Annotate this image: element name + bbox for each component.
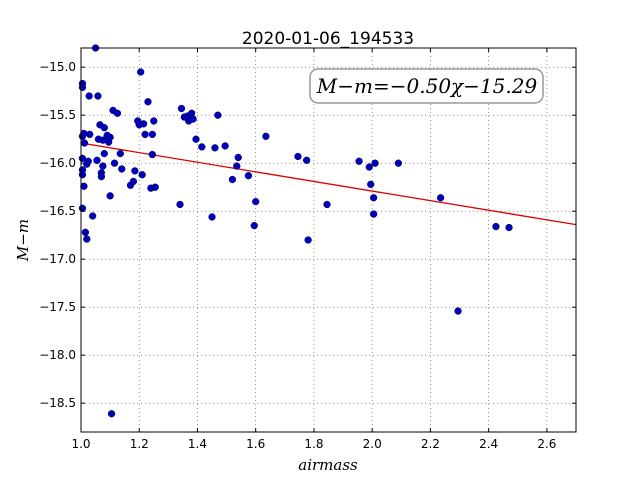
data-point [94,92,102,100]
data-point [192,135,200,143]
x-tick-label: 2.6 [537,437,556,451]
data-point [233,162,241,170]
fit-equation-label: M−m=−0.50χ−15.29 [316,74,538,98]
x-tick-label: 2.4 [479,437,498,451]
data-point [113,109,122,117]
x-tick-label: 1.0 [71,437,90,451]
data-point [86,130,94,139]
data-point [367,180,375,188]
data-point [93,156,101,164]
data-point [106,192,114,200]
data-point [106,133,114,141]
fit-line-group [80,142,577,226]
data-point [208,213,216,221]
data-point [304,236,312,244]
data-point [138,171,146,179]
y-tick-label: −15.5 [39,108,76,122]
x-tick-label: 2.2 [421,437,440,451]
y-tick-label: −18.5 [39,396,76,410]
y-tick-label: −16.0 [39,156,76,170]
x-tick-label: 1.2 [130,437,149,451]
data-point [492,222,500,231]
data-point [80,139,89,147]
data-point [100,149,108,158]
data-point [369,210,378,218]
data-point [144,98,152,106]
data-point [110,159,119,167]
data-point [177,104,186,113]
x-tick-label: 1.6 [246,437,265,451]
y-tick-label: −17.0 [39,252,76,266]
data-point [85,92,93,100]
data-point [371,159,379,167]
data-point [84,157,92,165]
y-tick-label: −18.0 [39,348,76,362]
y-tick-label: −16.5 [39,204,76,218]
y-tick-label: −15.0 [39,60,76,74]
data-point [80,182,88,190]
data-point [99,162,107,170]
fit-equation-box: M−m=−0.50χ−15.29 [309,68,544,104]
data-point [100,124,108,132]
data-point [214,111,222,119]
y-axis-label: M−m [14,219,32,262]
data-point [97,172,106,181]
data-point [294,152,302,161]
data-point [228,175,237,184]
data-point [250,221,258,230]
data-point [129,177,138,186]
data-point [150,117,158,125]
data-point [365,163,373,171]
data-point [151,183,159,191]
data-point [454,307,462,315]
data-point [139,120,148,128]
data-point [78,83,87,92]
data-point [323,200,331,209]
data-point [355,157,363,165]
data-point [198,143,206,151]
data-point [141,130,149,139]
data-point [148,130,156,139]
data-point [505,223,513,232]
data-point [252,197,260,206]
data-point [176,200,184,209]
data-point [131,167,139,175]
data-point [436,194,445,202]
data-point [137,68,145,76]
plot-frame [80,47,577,433]
data-point [81,228,90,236]
fit-line [80,142,577,226]
x-tick-label: 1.8 [304,437,323,451]
data-point [211,144,219,152]
axis-ticks: 1.0 1.2 1.4 1.6 1.8 2.0 2.2 2.4 2.6 −15.0 −15.5 −16… [39,48,576,451]
data-points [78,44,513,418]
data-point [234,153,242,162]
data-point [78,171,87,179]
data-point [148,150,156,159]
data-point [88,212,97,220]
y-tick-label: −17.5 [39,300,76,314]
data-point [107,410,116,418]
data-point [116,149,124,158]
chart-title: 2020-01-06_194533 [242,29,414,49]
data-point [189,115,197,123]
data-point [118,165,126,173]
x-tick-label: 2.0 [363,437,382,451]
data-point [221,142,229,150]
x-tick-label: 1.4 [188,437,207,451]
data-point [303,156,311,164]
data-point [369,194,378,202]
data-point [394,159,403,167]
x-axis-label: airmass [298,456,358,474]
data-point [244,172,253,180]
data-point [262,132,270,140]
grid-lines [81,48,576,432]
data-point [83,235,91,243]
